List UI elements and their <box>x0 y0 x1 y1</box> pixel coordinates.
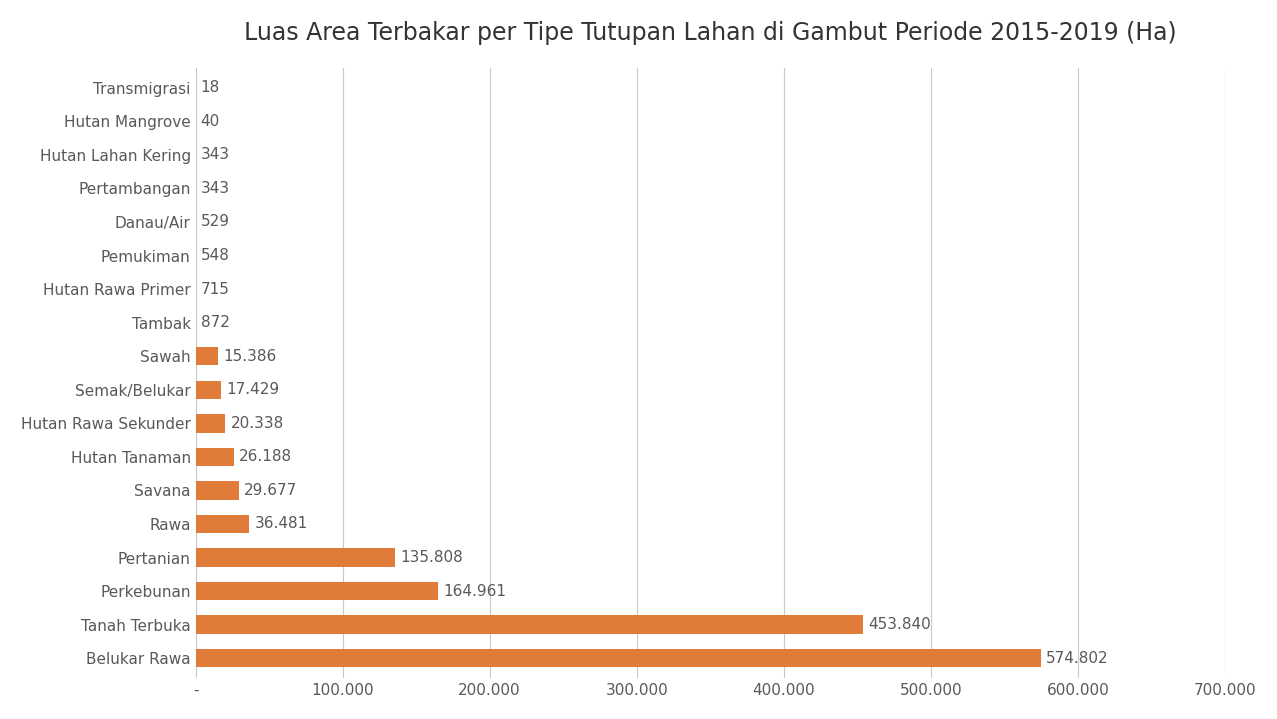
Bar <box>195 582 438 600</box>
Text: 29.677: 29.677 <box>244 483 298 498</box>
Text: 18: 18 <box>200 81 220 95</box>
Text: 343: 343 <box>200 181 230 196</box>
Bar <box>195 380 221 399</box>
Text: 872: 872 <box>200 315 230 330</box>
Bar <box>195 347 218 365</box>
Text: 453.840: 453.840 <box>868 617 931 632</box>
Title: Luas Area Terbakar per Tipe Tutupan Lahan di Gambut Periode 2015-2019 (Ha): Luas Area Terbakar per Tipe Tutupan Laha… <box>244 21 1176 45</box>
Text: 343: 343 <box>200 147 230 162</box>
Bar <box>195 414 226 433</box>
Bar <box>195 649 1041 667</box>
Bar <box>195 515 249 533</box>
Text: 135.808: 135.808 <box>401 550 464 565</box>
Text: 26.188: 26.188 <box>239 449 292 464</box>
Bar <box>195 481 239 500</box>
Text: 20.338: 20.338 <box>231 416 283 431</box>
Text: 164.961: 164.961 <box>443 584 506 598</box>
Text: 548: 548 <box>200 248 230 263</box>
Bar <box>195 549 396 567</box>
Text: 36.481: 36.481 <box>254 516 308 531</box>
Bar <box>195 615 863 634</box>
Text: 574.802: 574.802 <box>1046 651 1108 666</box>
Text: 715: 715 <box>200 282 230 296</box>
Text: 17.429: 17.429 <box>226 383 280 397</box>
Text: 40: 40 <box>200 114 220 129</box>
Bar <box>195 448 234 466</box>
Text: 529: 529 <box>200 214 230 229</box>
Text: 15.386: 15.386 <box>223 349 277 364</box>
